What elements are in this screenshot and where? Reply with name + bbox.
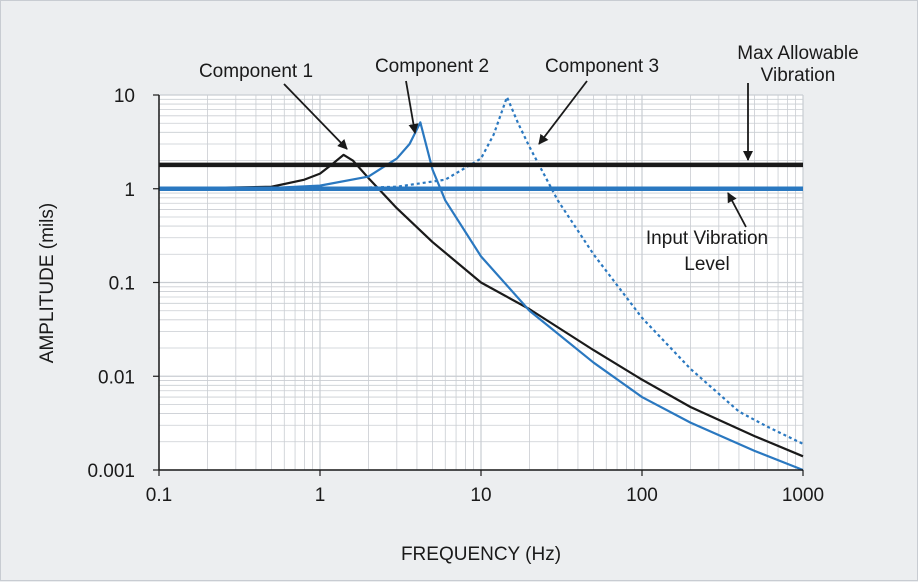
y-axis-label: AMPLITUDE (mils) [37, 203, 58, 363]
x-axis-label: FREQUENCY (Hz) [401, 544, 561, 565]
annotation-arrow [727, 192, 747, 228]
annotation-arrow [283, 83, 348, 150]
annotation-label: Component 3 [545, 56, 659, 77]
annotation-label: Component 1 [199, 61, 313, 82]
series-line-component-1 [158, 153, 804, 458]
tick-labels: 0.1 1 10 100 1000 0.001 0.01 0.1 1 10 [87, 86, 824, 506]
annotation-arrow [538, 80, 588, 145]
annotation-comp1: Component 1 [199, 61, 348, 150]
series-layer [158, 95, 804, 472]
annotation-label: Input Vibration [646, 228, 768, 249]
x-tick-label: 1 [315, 485, 326, 506]
annotation-label: Level [684, 254, 729, 275]
y-tick-label: 10 [114, 86, 135, 107]
annotation-inputvib: Input Vibration Level [646, 192, 768, 275]
y-tick-label: 0.1 [109, 274, 135, 295]
annotations: Component 1 Component 2 Component 3 Max All… [199, 43, 859, 275]
x-tick-label: 0.1 [146, 485, 172, 506]
annotation-comp3: Component 3 [538, 56, 659, 145]
annotation-label: Max Allowable [737, 43, 858, 64]
x-tick-label: 100 [626, 485, 658, 506]
y-tick-label: 0.001 [87, 461, 135, 482]
y-tick-label: 0.01 [98, 367, 135, 388]
x-tick-label: 1000 [782, 485, 824, 506]
series-line-component-3 [159, 95, 804, 445]
grid [158, 94, 804, 471]
series-line-component-2 [158, 121, 804, 472]
x-tick-label: 10 [470, 485, 491, 506]
annotation-label: Vibration [761, 65, 836, 86]
annotation-comp2: Component 2 [375, 56, 489, 134]
annotation-label: Component 2 [375, 56, 489, 77]
annotation-arrow [405, 80, 419, 134]
y-tick-label: 1 [124, 180, 135, 201]
